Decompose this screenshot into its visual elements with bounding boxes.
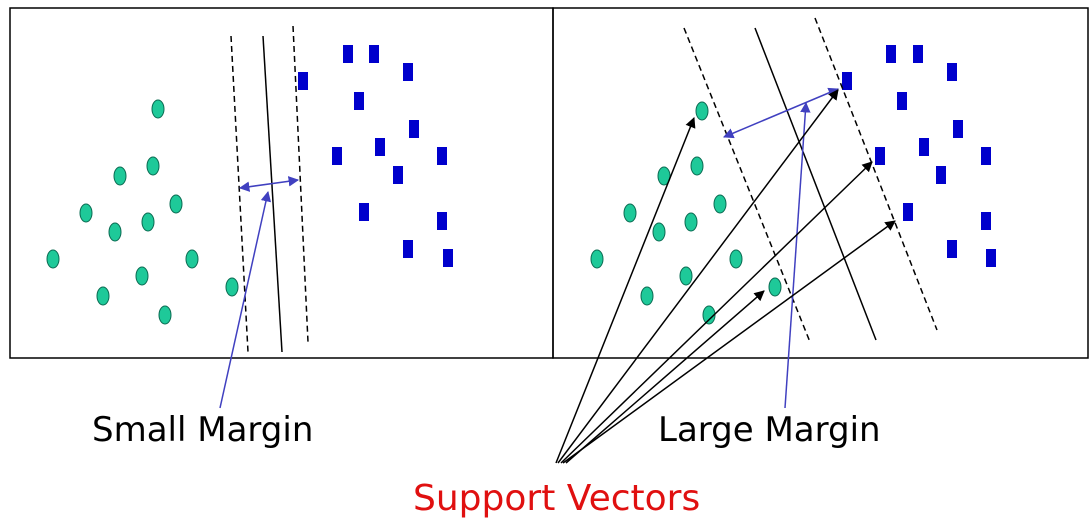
right-margin-arrow (723, 87, 839, 139)
square-point (981, 212, 991, 230)
square-point (369, 45, 379, 63)
small-margin-pointer (219, 190, 272, 409)
right-class-circles (590, 101, 782, 325)
circle-point (623, 203, 637, 223)
square-point (947, 63, 957, 81)
sv-arrow (562, 220, 896, 464)
square-point (947, 240, 957, 258)
right-margin-line-2 (814, 17, 938, 331)
right-margin-line-1 (683, 27, 811, 343)
square-point (986, 249, 996, 267)
circle-point (46, 249, 60, 269)
square-point (875, 147, 885, 165)
circle-point (79, 203, 93, 223)
square-point (298, 72, 308, 90)
circle-point (135, 266, 149, 286)
circle-point (652, 222, 666, 242)
square-point (903, 203, 913, 221)
circle-point (590, 249, 604, 269)
support-vector-arrows (555, 89, 896, 464)
circle-point (141, 212, 155, 232)
sv-arrow (560, 161, 873, 464)
sv-arrow (565, 290, 765, 464)
circle-point (225, 277, 239, 297)
square-point (842, 72, 852, 90)
square-point (354, 92, 364, 110)
square-point (936, 166, 946, 184)
circle-point (113, 166, 127, 186)
support-vectors-label: Support Vectors (413, 478, 701, 519)
circle-point (158, 305, 172, 325)
left-class-squares (298, 45, 453, 267)
square-point (437, 212, 447, 230)
sv-arrow (557, 89, 839, 464)
square-point (437, 147, 447, 165)
square-point (332, 147, 342, 165)
sv-arrow (555, 117, 696, 464)
circle-point (768, 277, 782, 297)
circle-point (146, 156, 160, 176)
circle-point (702, 305, 716, 325)
left-decision-line (262, 35, 283, 353)
circle-point (640, 286, 654, 306)
circle-point (713, 194, 727, 214)
square-point (393, 166, 403, 184)
right-class-squares (842, 45, 996, 267)
right-boundary (683, 17, 938, 343)
right-panel (552, 7, 1089, 359)
square-point (375, 138, 385, 156)
small-margin-label: Small Margin (92, 410, 314, 450)
circle-point (729, 249, 743, 269)
square-point (403, 63, 413, 81)
square-point (953, 120, 963, 138)
left-margin-line-2 (292, 25, 309, 343)
square-point (403, 240, 413, 258)
left-boundary (230, 25, 309, 353)
square-point (919, 138, 929, 156)
circle-point (96, 286, 110, 306)
circle-point (151, 99, 165, 119)
left-class-circles (46, 99, 239, 325)
circle-point (684, 212, 698, 232)
circle-point (695, 101, 709, 121)
square-point (359, 203, 369, 221)
left-margin-arrow (238, 176, 300, 192)
square-point (897, 92, 907, 110)
circle-point (185, 249, 199, 269)
circle-point (108, 222, 122, 242)
right-decision-line (754, 27, 877, 341)
square-point (886, 45, 896, 63)
square-point (913, 45, 923, 63)
circle-point (679, 266, 693, 286)
large-margin-pointer (784, 101, 811, 409)
circle-point (169, 194, 183, 214)
left-margin-line-1 (230, 35, 249, 353)
square-point (981, 147, 991, 165)
large-margin-label: Large Margin (658, 410, 881, 450)
circle-point (690, 156, 704, 176)
square-point (409, 120, 419, 138)
square-point (443, 249, 453, 267)
square-point (343, 45, 353, 63)
